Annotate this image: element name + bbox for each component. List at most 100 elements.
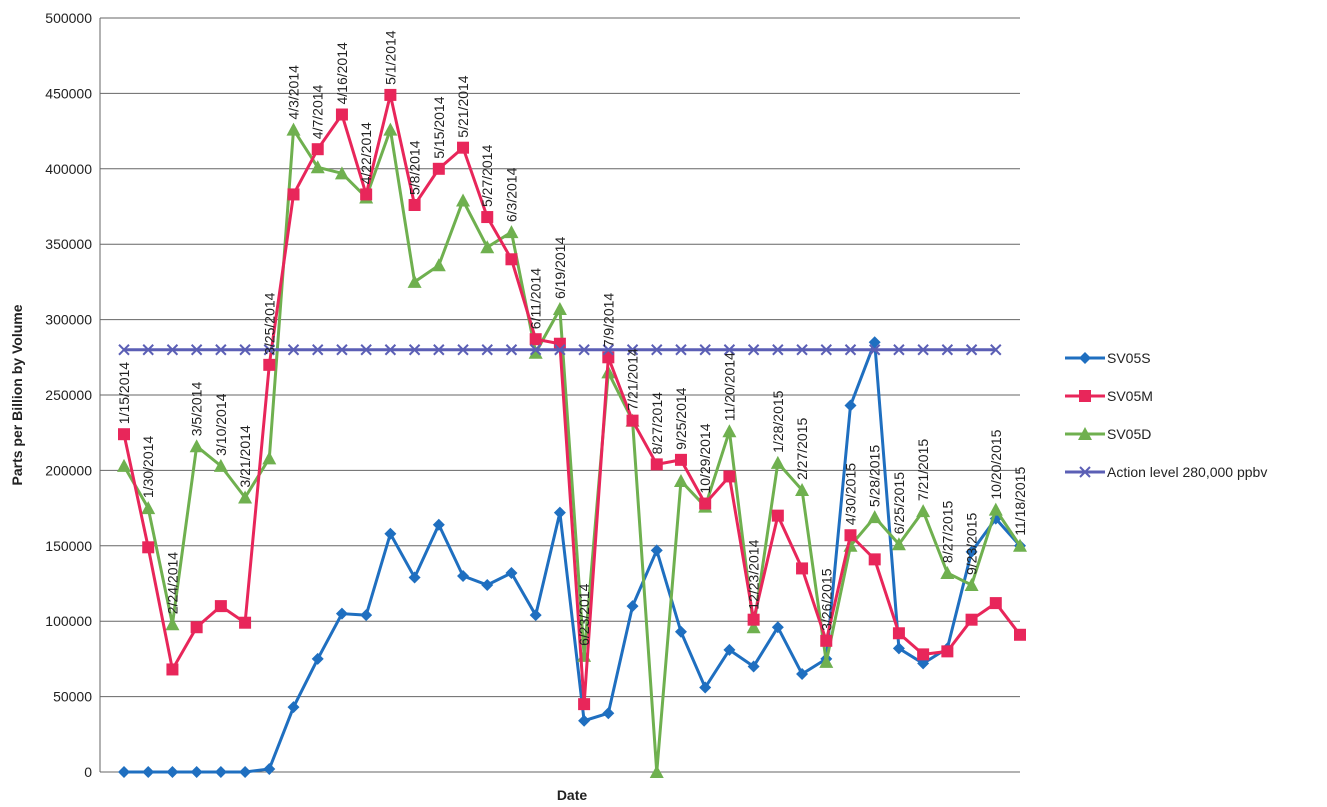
point (552, 302, 567, 316)
point (190, 621, 203, 634)
point (578, 344, 590, 356)
legend-label: Action level 280,000 ppbv (1107, 464, 1267, 480)
category-label: 4/3/2014 (286, 65, 302, 120)
point (239, 616, 252, 629)
legend-label: SV05M (1107, 388, 1153, 404)
point (505, 344, 518, 356)
point (239, 344, 251, 356)
point (286, 122, 301, 136)
point (311, 143, 324, 156)
point (142, 541, 155, 554)
point (578, 698, 591, 711)
point (481, 344, 493, 356)
point (481, 211, 494, 224)
point (795, 483, 810, 497)
point (263, 358, 276, 371)
point (844, 344, 857, 356)
point (820, 634, 833, 647)
category-label: 10/20/2015 (988, 429, 1004, 499)
point (1013, 538, 1027, 552)
legend-marker (1079, 352, 1091, 364)
point (457, 141, 470, 154)
point (214, 600, 227, 613)
point (649, 765, 664, 778)
y-tick-label: 150000 (45, 538, 92, 554)
point (578, 714, 591, 727)
point (166, 344, 179, 356)
point (360, 344, 372, 356)
point (796, 667, 809, 680)
point (335, 108, 348, 121)
category-label: 1/15/2014 (116, 362, 132, 424)
category-label: 4/22/2014 (358, 122, 374, 184)
y-tick-label: 400000 (45, 161, 92, 177)
category-label: 5/1/2014 (382, 30, 398, 85)
point (480, 240, 495, 254)
point (142, 344, 154, 356)
point (964, 578, 979, 592)
category-label: 7/9/2014 (600, 293, 616, 348)
category-label: 8/27/2014 (649, 392, 665, 454)
point (941, 645, 954, 658)
point (771, 621, 784, 634)
legend-label: SV05D (1107, 426, 1151, 442)
series-line (124, 341, 1022, 774)
point (262, 451, 277, 465)
point (166, 663, 179, 676)
point (263, 344, 276, 356)
point (336, 344, 348, 356)
point (819, 654, 834, 668)
point (771, 509, 784, 522)
category-label: 5/21/2014 (455, 75, 471, 137)
category-label: 6/23/2014 (576, 583, 592, 645)
point (190, 344, 203, 356)
point (310, 160, 325, 174)
point (118, 344, 130, 356)
point (868, 344, 881, 356)
y-tick-label: 50000 (53, 689, 92, 705)
point (650, 458, 663, 471)
point (481, 579, 494, 592)
point (989, 597, 1002, 610)
category-label: 7/21/2014 (625, 348, 641, 410)
point (990, 344, 1002, 356)
category-label: 9/25/2014 (673, 387, 689, 449)
point (142, 766, 155, 778)
point (432, 162, 445, 175)
point (626, 344, 639, 356)
point (675, 344, 687, 356)
point (941, 344, 954, 356)
point (529, 333, 542, 346)
point (118, 766, 130, 778)
point (360, 609, 373, 622)
point (673, 473, 688, 487)
y-tick-label: 100000 (45, 613, 92, 629)
point (214, 766, 227, 778)
category-label: 5/27/2014 (479, 145, 495, 207)
legend-marker (1078, 427, 1092, 440)
y-tick-label: 500000 (45, 10, 92, 26)
point (867, 510, 882, 524)
y-axis-title: Parts per Billion by Volume (9, 304, 25, 485)
point (796, 562, 809, 575)
category-label: 6/19/2014 (552, 237, 568, 299)
category-label: 9/23/2015 (964, 513, 980, 575)
point (723, 344, 736, 356)
category-label: 8/27/2015 (939, 500, 955, 562)
category-label: 3/25/2014 (261, 292, 277, 354)
point (940, 565, 955, 579)
category-label: 11/20/2014 (721, 352, 737, 421)
legend-label: SV05S (1107, 350, 1151, 366)
point (554, 344, 566, 356)
point (166, 766, 179, 778)
point (868, 553, 881, 566)
point (433, 344, 445, 356)
category-label: 1/28/2015 (770, 390, 786, 452)
point (505, 253, 518, 266)
point (432, 518, 445, 531)
category-label: 5/8/2014 (407, 140, 423, 195)
point (917, 344, 929, 356)
point (360, 188, 373, 201)
legend-marker (1079, 466, 1091, 478)
category-label: 10/29/2014 (697, 423, 713, 493)
